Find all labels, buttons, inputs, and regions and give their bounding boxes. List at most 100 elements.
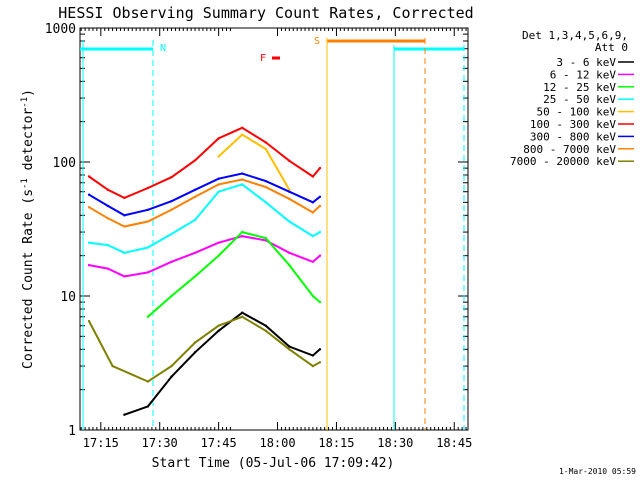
series-6-point-1 (106, 204, 110, 208)
series-7-point-8 (264, 185, 267, 189)
series-2-point-0 (146, 315, 150, 318)
y-tick-label: 1 (68, 424, 76, 439)
series-2-point-6 (288, 263, 291, 267)
series-1-point-11 (318, 254, 322, 257)
x-tick-label: 17:15 (83, 436, 119, 450)
series-6-point-2 (123, 214, 126, 217)
series-8-point-10 (318, 361, 322, 364)
series-8-point-1 (111, 364, 114, 368)
series-2-point-5 (264, 236, 267, 240)
series-8-point-9 (311, 364, 315, 368)
legend-entry-label: 7000 - 20000 keV (510, 155, 616, 168)
legend-entry-label: 300 - 800 keV (530, 130, 616, 143)
series-1-point-6 (217, 241, 220, 244)
series-7-point-2 (123, 225, 126, 228)
plot-frame (79, 27, 469, 431)
series-3-point-10 (311, 234, 315, 238)
y-axis-label-part1: Corrected Count Rate (s (21, 189, 36, 369)
legend-entry-label: 12 - 25 keV (543, 81, 616, 94)
series-7-point-11 (318, 204, 322, 208)
legend-header-line1: Det 1,3,4,5,6,9, (522, 29, 628, 42)
series-5-point-0 (87, 175, 91, 178)
series-line-1 (88, 235, 321, 278)
series-3-point-9 (288, 220, 291, 223)
legend-entry-label: 6 - 12 keV (550, 68, 617, 81)
series-0-point-4 (217, 329, 220, 332)
series-0-point-8 (311, 354, 315, 357)
chart-title: HESSI Observing Summary Count Rates, Cor… (58, 4, 473, 22)
series-7-point-0 (87, 205, 91, 209)
series-7-point-6 (217, 183, 220, 186)
series-6-point-7 (240, 172, 244, 175)
series-8-point-7 (264, 329, 267, 332)
axis-ticks-group: 17:15 17:30 17:45 18:00 18:15 18:30 18:45 1 10 10… (45, 22, 473, 450)
series-6-point-6 (217, 177, 220, 180)
series-1-point-4 (170, 260, 173, 263)
flare-label: F (260, 53, 266, 64)
series-5-point-10 (311, 175, 315, 178)
series-0-point-5 (240, 311, 244, 314)
series-3-point-5 (193, 218, 197, 222)
series-5-point-11 (318, 166, 322, 170)
series-line-5 (88, 126, 321, 199)
night-label: N (160, 43, 166, 54)
series-0-point-7 (288, 345, 291, 348)
series-3-point-7 (240, 183, 244, 186)
series-1-point-7 (240, 234, 244, 238)
overlay-markers-group: N S F (80, 36, 465, 430)
series-line-4 (217, 133, 291, 191)
series-5-point-1 (106, 188, 110, 192)
y-axis-label-sup2: -1 (20, 97, 30, 108)
series-4-point-1 (240, 133, 244, 136)
series-3-point-1 (106, 243, 110, 247)
series-3-point-4 (170, 232, 173, 236)
series-line-6 (88, 172, 321, 217)
legend-entry-label: 3 - 6 keV (556, 56, 616, 69)
series-8-point-2 (146, 380, 150, 383)
legend-entry-label: 100 - 300 keV (530, 118, 616, 131)
series-6-point-5 (193, 188, 197, 192)
y-tick-label: 1000 (45, 22, 76, 37)
x-tick-label: 18:30 (377, 436, 413, 450)
saa-label: S (314, 36, 320, 47)
legend-entry-label: 50 - 100 keV (537, 106, 617, 119)
series-3-point-3 (146, 246, 150, 249)
series-6-point-10 (311, 201, 315, 204)
series-1-point-9 (288, 251, 291, 255)
series-7-point-1 (106, 217, 110, 220)
series-3-point-2 (123, 251, 126, 255)
series-1-point-1 (106, 267, 110, 270)
series-6-point-0 (87, 193, 91, 196)
series-5-point-6 (217, 137, 220, 140)
x-axis-label: Start Time (05-Jul-06 17:09:42) (152, 456, 395, 471)
x-tick-label: 18:15 (318, 436, 354, 450)
series-0-point-2 (170, 375, 173, 378)
y-tick-label: 10 (60, 290, 76, 305)
series-1-point-3 (146, 271, 150, 274)
series-7-point-9 (288, 197, 291, 201)
series-6-point-4 (170, 199, 173, 203)
series-5-point-2 (123, 196, 126, 200)
series-5-point-4 (170, 176, 173, 179)
series-5-point-7 (240, 126, 244, 129)
x-tick-label: 18:00 (259, 436, 295, 450)
series-8-point-6 (240, 315, 244, 318)
series-6-point-11 (318, 195, 322, 198)
series-0-point-9 (318, 348, 322, 351)
series-group (87, 126, 322, 416)
series-line-7 (88, 178, 321, 228)
series-7-point-10 (311, 211, 315, 214)
series-3-point-8 (264, 201, 267, 204)
y-axis-label: Corrected Count Rate (s-1 detector-1) (20, 89, 36, 369)
series-1-point-0 (87, 263, 91, 267)
series-8-point-5 (217, 324, 220, 327)
y-tick-label: 100 (53, 156, 76, 171)
series-7-point-4 (170, 208, 173, 211)
series-5-point-9 (288, 159, 291, 163)
series-2-point-2 (193, 275, 197, 278)
legend-entry-label: 800 - 7000 keV (523, 143, 616, 156)
footer-date: 1-Mar-2010 05:59 (559, 467, 636, 476)
